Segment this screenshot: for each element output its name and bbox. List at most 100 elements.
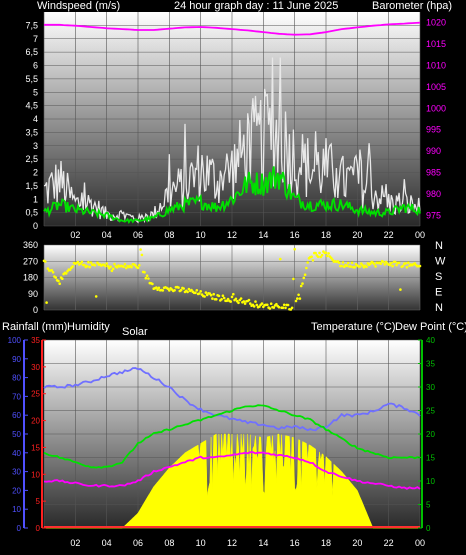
barometer-tick-label: 1000 bbox=[426, 103, 446, 113]
wind-direction-point bbox=[260, 302, 264, 305]
humidity-series-line bbox=[43, 367, 421, 432]
barometer-tick-label: 995 bbox=[426, 125, 441, 135]
wind-direction-point bbox=[306, 261, 310, 264]
temperature-tick-label: 10 bbox=[426, 477, 435, 486]
wind-direction-point bbox=[324, 251, 328, 254]
wind-direction-point bbox=[405, 266, 409, 269]
wind-direction-point bbox=[297, 293, 300, 297]
wind-direction-point bbox=[198, 292, 201, 295]
y-tick-label: 4,5 bbox=[25, 101, 38, 111]
wind-direction-point bbox=[232, 292, 235, 296]
wind-direction-point bbox=[239, 297, 243, 300]
wind-direction-point bbox=[337, 261, 341, 264]
temperature-tick-label: 30 bbox=[426, 383, 435, 392]
wind-direction-point bbox=[87, 260, 90, 264]
humidity-tick-label: 70 bbox=[12, 392, 21, 401]
wind-direction-point bbox=[151, 282, 154, 286]
temperature-tick-label: 35 bbox=[426, 360, 435, 369]
wind-direction-point bbox=[46, 267, 50, 270]
wind-direction-point bbox=[139, 248, 142, 251]
wind-direction-point bbox=[51, 271, 55, 274]
x-tick-label: 08 bbox=[164, 230, 174, 240]
wind-direction-point bbox=[122, 265, 125, 269]
wind-direction-point bbox=[292, 277, 295, 281]
wind-direction-point bbox=[105, 262, 108, 265]
direction-tick-label: 360 bbox=[23, 240, 38, 250]
wind-direction-point bbox=[217, 294, 221, 298]
y-tick-label: 7,5 bbox=[25, 20, 38, 30]
wind-direction-point bbox=[54, 276, 58, 279]
x-tick-label: 22 bbox=[384, 538, 394, 548]
windspeed-series-line bbox=[43, 166, 421, 224]
wind-direction-point bbox=[83, 263, 86, 267]
solar-label: Solar bbox=[122, 326, 148, 338]
x-tick-label: 06 bbox=[133, 538, 143, 548]
wind-direction-point bbox=[401, 264, 405, 268]
chart-title: 24 hour graph day : 11 June 2025 bbox=[174, 0, 338, 12]
wind-direction-point bbox=[79, 262, 82, 265]
compass-label: W bbox=[435, 256, 446, 268]
humidity-tick-label: 30 bbox=[12, 468, 21, 477]
wind-direction-point bbox=[161, 289, 165, 292]
x-tick-label: 18 bbox=[321, 230, 331, 240]
temperature-tick-label: 40 bbox=[426, 336, 435, 345]
wind-direction-point bbox=[106, 264, 110, 268]
wind-direction-point bbox=[305, 266, 308, 270]
wind-direction-point bbox=[64, 272, 68, 275]
wind-direction-point bbox=[203, 295, 206, 298]
wind-direction-point bbox=[182, 287, 185, 290]
wind-direction-point bbox=[279, 257, 282, 261]
wind-direction-point bbox=[340, 264, 344, 268]
barometer-tick-label: 1005 bbox=[426, 82, 446, 92]
rain-tick-label: 20 bbox=[31, 417, 40, 426]
rain-tick-label: 0 bbox=[36, 524, 41, 533]
y-tick-label: 2,5 bbox=[25, 154, 38, 164]
wind-direction-point bbox=[115, 266, 119, 269]
wind-direction-point bbox=[393, 260, 397, 264]
wind-direction-point bbox=[252, 305, 256, 308]
humidity-tick-label: 100 bbox=[8, 336, 22, 345]
wind-direction-point bbox=[177, 286, 180, 289]
humidity-tick-label: 0 bbox=[17, 524, 22, 533]
temperature-humidity-panel: 0102030405060708090100051015202530350510… bbox=[2, 321, 466, 548]
rain-tick-label: 15 bbox=[31, 443, 40, 452]
wind-direction-point bbox=[93, 264, 97, 267]
wind-direction-point bbox=[211, 297, 214, 300]
direction-tick-label: 270 bbox=[23, 256, 38, 266]
humidity-label: Humidity bbox=[67, 321, 110, 333]
wind-direction-point bbox=[374, 265, 377, 268]
wind-direction-point bbox=[125, 266, 128, 270]
wind-direction-point bbox=[258, 305, 261, 308]
x-tick-label: 02 bbox=[70, 230, 80, 240]
wind-direction-point bbox=[50, 269, 54, 272]
wind-direction-point bbox=[194, 291, 197, 295]
dewpoint-series-line bbox=[43, 451, 421, 490]
barometer-series-line bbox=[44, 21, 421, 36]
wind-direction-point bbox=[242, 300, 246, 303]
wind-direction-point bbox=[399, 288, 402, 291]
wind-direction-point bbox=[255, 303, 259, 307]
wind-direction-point bbox=[209, 293, 213, 297]
wind-direction-point bbox=[404, 262, 407, 265]
wind-direction-point bbox=[349, 265, 353, 268]
temperature-tick-label: 5 bbox=[426, 501, 431, 510]
y-tick-label: 5 bbox=[33, 87, 38, 97]
rain-tick-label: 25 bbox=[31, 390, 40, 399]
y-tick-label: 1,5 bbox=[25, 181, 38, 191]
wind-direction-point bbox=[369, 262, 372, 266]
wind-direction-point bbox=[284, 306, 287, 310]
barometer-tick-label: 1015 bbox=[426, 39, 446, 49]
windgust-series-line bbox=[43, 57, 421, 224]
wind-direction-point bbox=[388, 263, 392, 267]
barometer-tick-label: 1020 bbox=[426, 18, 446, 28]
wind-direction-point bbox=[266, 303, 269, 307]
x-tick-label: 06 bbox=[133, 230, 143, 240]
x-tick-label: 10 bbox=[196, 230, 206, 240]
wind-direction-point bbox=[220, 298, 223, 301]
wind-direction-point bbox=[331, 258, 334, 262]
wind-direction-point bbox=[222, 296, 226, 300]
wind-direction-point bbox=[85, 264, 89, 268]
y-tick-label: 7 bbox=[33, 34, 38, 44]
humidity-tick-label: 80 bbox=[12, 374, 21, 383]
humidity-tick-label: 60 bbox=[12, 411, 21, 420]
